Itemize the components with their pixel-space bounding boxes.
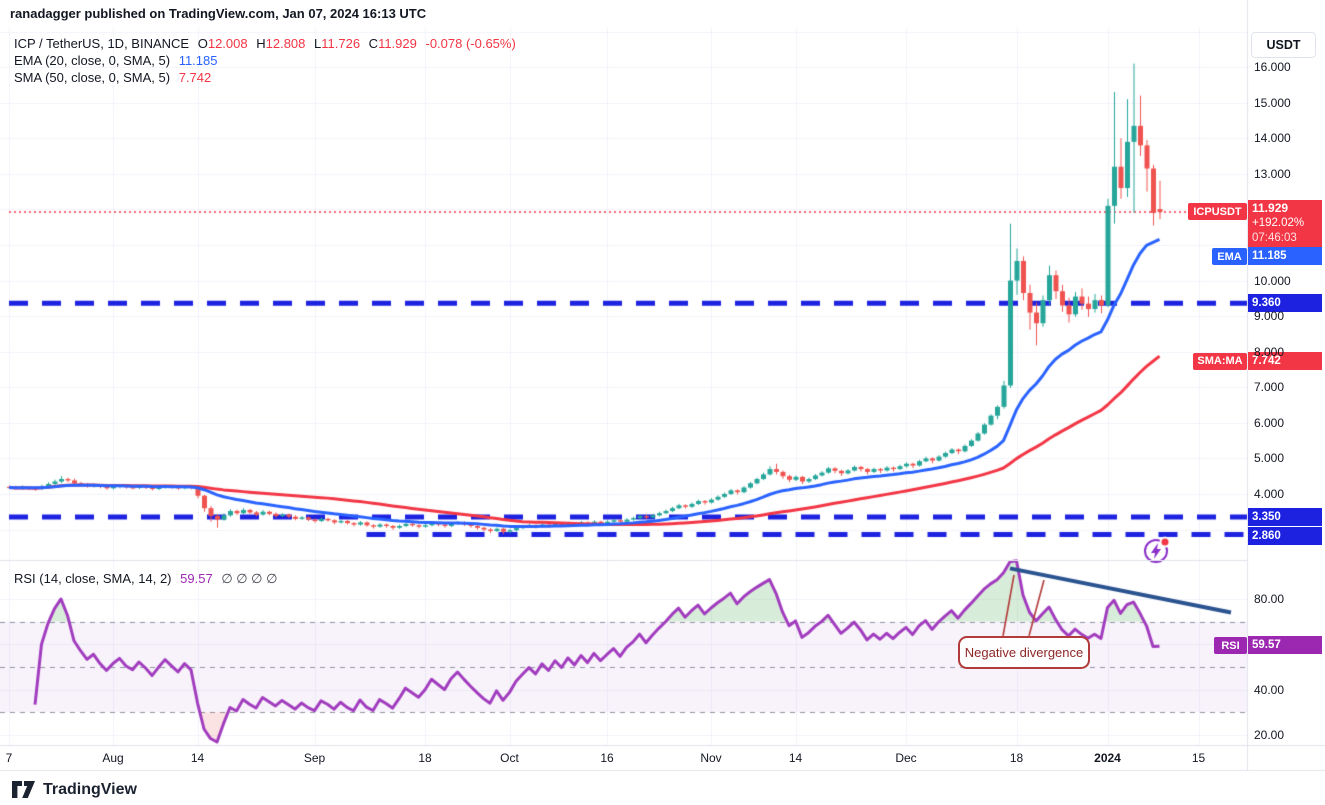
time-axis-label: Aug [102, 751, 124, 765]
price-axis-label: 7.000 [1254, 380, 1285, 395]
negative-divergence-callout: Negative divergence [958, 636, 1090, 669]
symbol-title: ICP / TetherUS, 1D, BINANCE [14, 36, 190, 51]
ema-legend-value: 11.185 [178, 53, 218, 68]
sma-tag: SMA:MA [1193, 352, 1247, 370]
change-percent: +192.02% [1252, 217, 1305, 229]
high-value: 12.808 [265, 36, 306, 51]
ema-value-badge: 11.185 [1248, 247, 1322, 265]
price-axis-label: 9.000 [1254, 309, 1285, 324]
symbol-legend: ICP / TetherUS, 1D, BINANCE O12.008 H12.… [14, 36, 516, 51]
rsi-value-badge: 59.57 [1248, 636, 1322, 655]
time-axis-label: 7 [5, 751, 13, 765]
time-axis-label: 14 [190, 751, 205, 765]
rsi-disabled-plots: ∅ ∅ ∅ ∅ [221, 571, 278, 586]
time-axis-label: Sep [303, 751, 326, 765]
sma-legend-value: 7.742 [178, 70, 212, 85]
rsi-legend-value: 59.57 [180, 571, 213, 586]
price-axis-label: 6.000 [1254, 415, 1285, 430]
level-badge-9360: 9.360 [1248, 294, 1322, 313]
time-axis-label: Nov [700, 751, 722, 765]
time-axis-label: 18 [418, 751, 432, 765]
header-attribution: ranadagger published on TradingView.com,… [10, 6, 427, 21]
time-axis-label: 14 [788, 751, 803, 765]
last-price-badge: 11.929 +192.02% 07:46:03 [1248, 200, 1322, 247]
ema-legend: EMA (20, close, 0, SMA, 5) 11.185 [14, 53, 218, 68]
level-badge-2860: 2.860 [1248, 526, 1322, 545]
sma-value-badge: 7.742 [1248, 351, 1322, 370]
rsi-legend: RSI (14, close, SMA, 14, 2) 59.57 ∅ ∅ ∅ … [14, 571, 278, 586]
sma-legend: SMA (50, close, 0, SMA, 5) 7.742 [14, 70, 212, 85]
bar-countdown: 07:46:03 [1252, 232, 1297, 244]
time-axis-label: Dec [895, 751, 917, 765]
low-value: 11.726 [321, 36, 361, 51]
rsi-axis-label: 20.00 [1254, 727, 1285, 742]
open-value: 12.008 [207, 36, 248, 51]
rsi-axis-label: 80.00 [1254, 591, 1285, 606]
ema-tag: EMA [1212, 248, 1247, 265]
tradingview-logo-icon [12, 781, 35, 798]
price-axis-label: 13.000 [1254, 166, 1291, 181]
time-axis-label: 16 [600, 751, 614, 765]
time-axis-label: 18 [1009, 751, 1024, 765]
price-axis-label: 8.000 [1254, 344, 1285, 359]
time-axis-label: 15 [1191, 751, 1206, 765]
price-axis-label: 4.000 [1254, 486, 1285, 501]
time-axis-label: 2024 [1094, 751, 1121, 765]
currency-toggle-button[interactable]: USDT [1251, 32, 1316, 58]
change-value: -0.078 (-0.65%) [425, 36, 516, 51]
last-price: 11.929 [1252, 201, 1289, 215]
rsi-axis-label: 40.00 [1254, 682, 1285, 697]
tradingview-logo[interactable]: TradingView [12, 780, 137, 799]
price-axis-label: 15.000 [1254, 95, 1291, 110]
price-axis-label: 14.000 [1254, 131, 1291, 146]
rsi-tag: RSI [1214, 637, 1247, 655]
time-axis-label: Oct [500, 751, 519, 765]
price-axis-label: 16.000 [1254, 60, 1291, 75]
close-value: 11.929 [378, 36, 417, 51]
price-axis-label: 10.000 [1254, 273, 1291, 288]
symbol-price-tag: ICPUSDT [1188, 203, 1247, 220]
price-axis-label: 5.000 [1254, 451, 1285, 466]
level-badge-3350: 3.350 [1248, 508, 1322, 527]
tradingview-logo-text: TradingView [43, 780, 137, 798]
